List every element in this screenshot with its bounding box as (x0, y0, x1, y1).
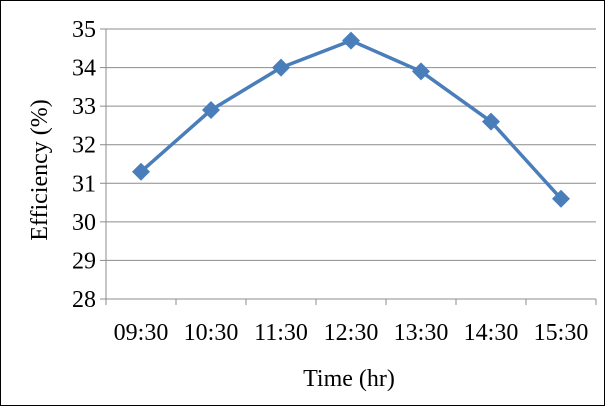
y-axis-title: Efficiency (%) (27, 99, 53, 240)
gridlines (106, 29, 596, 260)
data-point (272, 59, 290, 77)
series (132, 32, 570, 208)
y-tick-label: 29 (72, 248, 96, 274)
x-tick-label: 12:30 (324, 320, 379, 346)
y-tick-label: 34 (72, 56, 96, 82)
y-tick-label: 32 (72, 133, 96, 159)
x-tick-label: 13:30 (394, 320, 449, 346)
y-tick-label: 31 (72, 171, 96, 197)
y-tick-label: 28 (72, 287, 96, 313)
y-tick-label: 30 (72, 210, 96, 236)
y-tick-label: 33 (72, 94, 96, 120)
x-tick-label: 14:30 (464, 320, 519, 346)
x-tick-labels: 09:30 10:30 11:30 12:30 13:30 14:30 15:30 (114, 320, 589, 346)
x-axis-title: Time (hr) (303, 366, 395, 392)
x-tick-label: 11:30 (254, 320, 308, 346)
y-tick-labels: 28 29 30 31 32 33 34 35 (72, 17, 96, 313)
x-tick-label: 09:30 (114, 320, 169, 346)
y-tick-label: 35 (72, 17, 96, 43)
x-tick-label: 15:30 (534, 320, 589, 346)
x-tick-label: 10:30 (184, 320, 239, 346)
data-point (342, 32, 360, 50)
axes (100, 29, 596, 305)
